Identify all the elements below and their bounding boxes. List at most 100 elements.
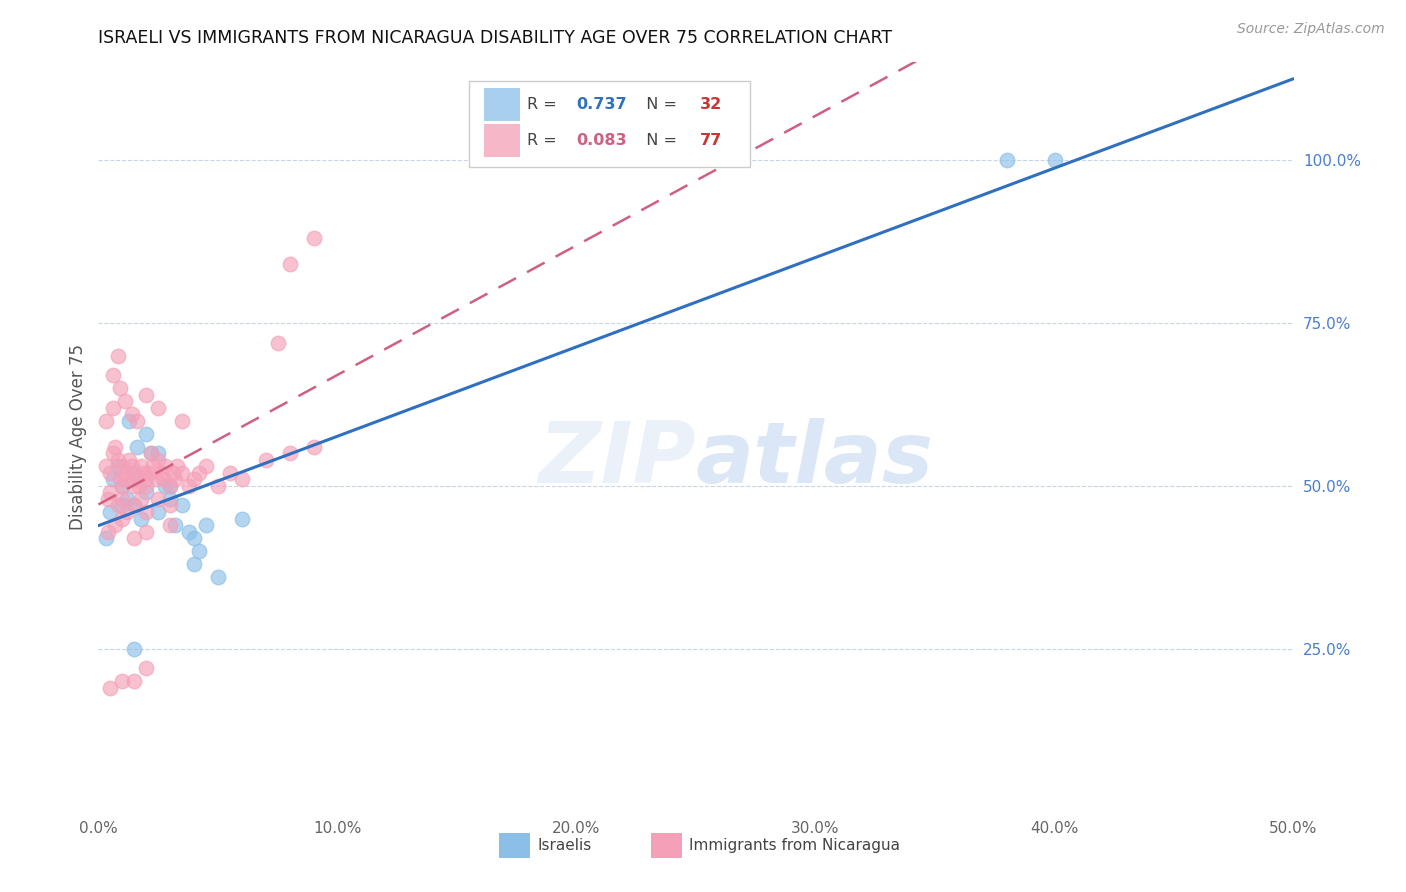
Point [97, 524, 120, 539]
Point [94, 459, 117, 474]
Point [135, 661, 157, 675]
Point [267, 335, 290, 350]
Point [139, 446, 162, 460]
Point [187, 544, 209, 558]
Point [124, 531, 146, 545]
Text: Immigrants from Nicaragua: Immigrants from Nicaragua [689, 838, 900, 853]
Point [124, 499, 146, 513]
Point [118, 453, 141, 467]
Point [995, 153, 1018, 168]
Point [135, 388, 157, 402]
Point [111, 491, 134, 506]
Point [195, 459, 218, 474]
Text: Source: ZipAtlas.com: Source: ZipAtlas.com [1237, 22, 1385, 37]
Point [142, 459, 165, 474]
Point [108, 381, 131, 395]
Point [149, 466, 172, 480]
Point [124, 466, 146, 480]
Point [131, 459, 153, 474]
Point [183, 531, 205, 545]
Point [159, 479, 181, 493]
Text: R =: R = [527, 133, 562, 148]
Point [135, 524, 157, 539]
Point [179, 479, 201, 493]
Y-axis label: Disability Age Over 75: Disability Age Over 75 [69, 344, 87, 530]
Point [131, 511, 153, 525]
Text: ISRAELI VS IMMIGRANTS FROM NICARAGUA DISABILITY AGE OVER 75 CORRELATION CHART: ISRAELI VS IMMIGRANTS FROM NICARAGUA DIS… [98, 29, 893, 47]
Point [114, 394, 136, 409]
Point [124, 479, 146, 493]
Point [124, 674, 146, 689]
Point [101, 472, 124, 486]
Text: 0.737: 0.737 [576, 96, 627, 112]
Text: N =: N = [637, 96, 682, 112]
Point [107, 499, 129, 513]
Point [163, 472, 186, 486]
Point [1043, 153, 1066, 168]
Point [98, 466, 122, 480]
FancyBboxPatch shape [470, 81, 749, 168]
Point [107, 349, 129, 363]
Point [115, 472, 138, 486]
Point [219, 466, 242, 480]
Point [148, 505, 170, 519]
Point [172, 414, 194, 428]
Point [135, 505, 157, 519]
Point [135, 472, 157, 486]
Point [207, 479, 229, 493]
Point [139, 446, 162, 460]
Point [101, 368, 124, 383]
Point [135, 426, 157, 441]
Point [179, 524, 201, 539]
Point [115, 491, 138, 506]
Point [302, 231, 325, 245]
FancyBboxPatch shape [485, 124, 520, 157]
Point [111, 479, 134, 493]
Point [152, 472, 174, 486]
Point [159, 518, 181, 533]
Point [111, 499, 134, 513]
Point [94, 414, 117, 428]
Point [302, 440, 325, 454]
Point [162, 466, 184, 480]
Text: Israelis: Israelis [537, 838, 592, 853]
Point [98, 485, 122, 500]
Point [124, 466, 146, 480]
Point [159, 479, 181, 493]
Point [107, 453, 129, 467]
Point [125, 414, 148, 428]
Point [94, 531, 117, 545]
Point [124, 641, 146, 656]
Point [155, 479, 177, 493]
Point [104, 518, 127, 533]
Point [231, 511, 253, 525]
Point [159, 499, 181, 513]
Point [121, 459, 143, 474]
Point [101, 401, 124, 415]
Point [111, 511, 134, 525]
Point [101, 446, 124, 460]
Text: 32: 32 [700, 96, 721, 112]
Point [207, 570, 229, 584]
Point [138, 466, 160, 480]
Point [159, 491, 181, 506]
Point [172, 499, 194, 513]
Point [108, 472, 131, 486]
Point [114, 466, 136, 480]
Point [128, 479, 150, 493]
Point [118, 414, 141, 428]
Point [104, 440, 127, 454]
Point [111, 674, 134, 689]
Point [148, 446, 170, 460]
Point [124, 499, 146, 513]
Text: atlas: atlas [696, 418, 934, 501]
Point [107, 459, 129, 474]
Text: ZIP: ZIP [538, 418, 696, 501]
Point [163, 518, 186, 533]
Point [278, 257, 301, 271]
Point [111, 479, 134, 493]
Point [148, 453, 170, 467]
Point [231, 472, 253, 486]
FancyBboxPatch shape [485, 87, 520, 120]
Text: 77: 77 [700, 133, 721, 148]
